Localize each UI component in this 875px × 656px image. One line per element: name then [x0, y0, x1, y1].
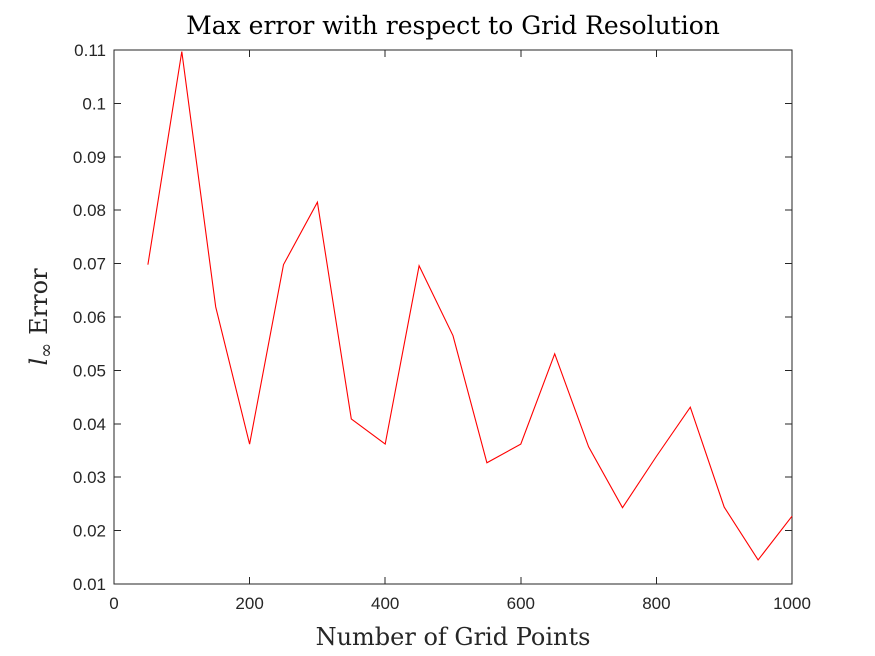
y-tick-label: 0.06 — [73, 308, 106, 327]
y-tick-label: 0.05 — [73, 361, 106, 380]
y-axis-ticks: 0.01 0.02 0.03 0.04 0.05 0.06 0.07 0.08 0.09 0.1 0… — [73, 41, 792, 594]
y-tick-label: 0.11 — [74, 41, 106, 60]
y-axis-label-subscript: ∞ — [36, 343, 57, 358]
y-axis-label: l∞ Error — [25, 268, 57, 366]
series-line — [147, 51, 793, 561]
x-tick-label: 1000 — [773, 594, 811, 613]
y-tick-label: 0.03 — [73, 468, 106, 487]
y-axis-label-symbol: l — [25, 358, 53, 366]
x-tick-label: 600 — [507, 594, 535, 613]
series-layer — [147, 51, 793, 561]
y-tick-label: 0.09 — [73, 148, 106, 167]
x-tick-label: 0 — [109, 594, 118, 613]
y-axis-label-text: Error — [25, 268, 53, 335]
y-tick-label: 0.1 — [82, 94, 106, 113]
x-tick-label: 400 — [371, 594, 399, 613]
plot-frame — [113, 49, 793, 585]
x-tick-label: 200 — [235, 594, 263, 613]
y-tick-label: 0.04 — [73, 415, 106, 434]
x-axis-ticks: 0 200 400 600 800 1000 — [109, 50, 811, 613]
y-tick-label: 0.08 — [73, 201, 106, 220]
x-axis-label: Number of Grid Points — [316, 623, 591, 651]
x-tick-label: 800 — [642, 594, 670, 613]
plot-area: 0 200 400 600 800 1000 0.010.020.030.040.050.… — [73, 41, 811, 613]
y-tick-label: 0.02 — [73, 522, 106, 541]
y-tick-label: 0.07 — [73, 255, 106, 274]
chart-title: Max error with respect to Grid Resolutio… — [186, 11, 720, 40]
y-tick-label: 0.01 — [73, 575, 106, 594]
